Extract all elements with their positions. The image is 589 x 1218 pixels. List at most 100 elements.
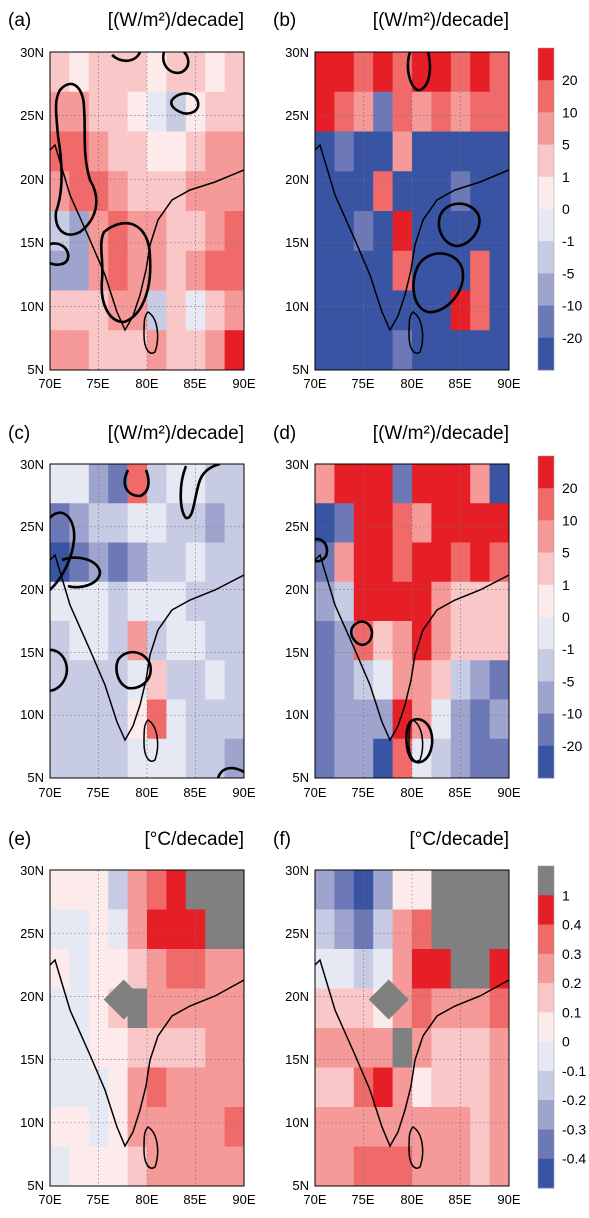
heatmap-cell [392, 131, 413, 172]
heatmap-cell [353, 464, 374, 504]
panel-e-gridlines [50, 870, 244, 1186]
heatmap-cell [353, 131, 374, 172]
heatmap-cell [470, 1146, 491, 1186]
heatmap-cell [50, 909, 70, 950]
heatmap-cell [412, 1028, 432, 1069]
heatmap-cell [127, 171, 148, 212]
panel-e-ytick: 5N [27, 1178, 44, 1193]
panel-e-frame [49, 869, 245, 1187]
heatmap-cell [431, 909, 452, 950]
heatmap-cell [470, 542, 491, 583]
panel-a-ytick: 20N [20, 172, 44, 187]
heatmap-cell [166, 211, 187, 252]
heatmap-cell [127, 1146, 148, 1186]
heatmap-cell [69, 1067, 90, 1108]
colorbar-label: -10 [562, 706, 582, 722]
panel-a-xtick: 70E [38, 376, 61, 391]
heatmap-cell [470, 1028, 491, 1069]
heatmap-cell [334, 1107, 355, 1148]
heatmap-cell [127, 1107, 148, 1148]
panel-b-xtick: 75E [351, 376, 374, 391]
heatmap-cell [69, 91, 90, 133]
heatmap-cell [334, 988, 355, 1029]
heatmap-cell [470, 581, 491, 622]
heatmap-cell [431, 699, 452, 740]
heatmap-cell [373, 1107, 394, 1148]
heatmap-cell [147, 1107, 167, 1148]
heatmap-cell [205, 542, 226, 583]
heatmap-cell [315, 909, 335, 950]
panel-c-gridlines [50, 464, 244, 778]
heatmap-cell [127, 581, 148, 622]
heatmap-cell [315, 211, 335, 252]
panel-d-title: [(W/m²)/decade] [373, 423, 509, 444]
heatmap-cell [315, 131, 335, 172]
colorbar-swatch [538, 273, 554, 306]
heatmap-cell [431, 581, 452, 622]
heatmap-cell [224, 464, 244, 504]
panel-c-label: (c) [8, 423, 30, 444]
heatmap-cell [470, 1107, 491, 1148]
heatmap-cell [147, 171, 167, 212]
colorbar-swatch [538, 48, 554, 81]
heatmap-cell [166, 503, 187, 544]
heatmap-cell [108, 91, 129, 133]
panel-f-frame [314, 869, 510, 1187]
heatmap-cell [147, 1067, 167, 1108]
panel-a-ytick: 15N [20, 235, 44, 250]
colorbar-swatch [538, 1012, 554, 1043]
heatmap-cell [489, 870, 509, 911]
heatmap-cell [108, 171, 129, 212]
heatmap-cell [315, 870, 335, 911]
colorbar-label: 0 [562, 1034, 570, 1050]
heatmap-cell [470, 211, 491, 252]
panel-f-coastline [315, 958, 509, 1169]
heatmap-cell [489, 52, 509, 93]
heatmap-cell [489, 290, 509, 331]
heatmap-cell [489, 330, 509, 370]
heatmap-cell [431, 1146, 452, 1186]
heatmap-cell [88, 171, 109, 212]
heatmap-cell [166, 1067, 187, 1108]
heatmap-cell [127, 1067, 148, 1108]
panel-d-ytick: 15N [285, 645, 309, 660]
heatmap-cell [147, 250, 167, 292]
heatmap-cell [50, 464, 70, 504]
heatmap-cell [392, 542, 413, 583]
heatmap-cell [50, 870, 70, 911]
heatmap-cell [224, 949, 244, 990]
heatmap-cell [334, 330, 355, 370]
colorbar-swatch [538, 144, 554, 178]
heatmap-cell [108, 464, 129, 504]
heatmap-cell [147, 1028, 167, 1069]
panel-d-xtick: 85E [448, 785, 471, 800]
heatmap-cell [373, 949, 394, 990]
heatmap-cell [69, 52, 90, 93]
heatmap-cell [185, 1067, 206, 1108]
colorbar-label: -10 [562, 298, 582, 314]
panel-b-xtick: 70E [303, 376, 326, 391]
panel-c-xtick: 80E [135, 785, 158, 800]
heatmap-cell [431, 503, 452, 544]
heatmap-cell [470, 909, 491, 950]
heatmap-cell [489, 621, 509, 661]
panel-f: (f) [°C/decade] 30N 25N 20N 15N 10N 5N 7… [273, 829, 521, 1207]
heatmap-cell [127, 91, 148, 133]
panel-c-xtick: 75E [86, 785, 109, 800]
heatmap-cell [205, 738, 226, 778]
heatmap-cell [392, 464, 413, 504]
colorbar-label: 0.2 [562, 975, 582, 991]
heatmap-cell [489, 131, 509, 172]
heatmap-cell [127, 870, 148, 911]
heatmap-cell [470, 870, 491, 911]
heatmap-cell [88, 699, 109, 740]
heatmap-cell [470, 738, 491, 778]
heatmap-cell [147, 870, 167, 911]
heatmap-cell [373, 1028, 394, 1069]
heatmap-cell [334, 621, 355, 661]
panel-a-heatmap [50, 52, 244, 370]
heatmap-cell [431, 330, 452, 370]
heatmap-cell [450, 581, 471, 622]
heatmap-cell [50, 330, 70, 370]
heatmap-cell [108, 909, 129, 950]
